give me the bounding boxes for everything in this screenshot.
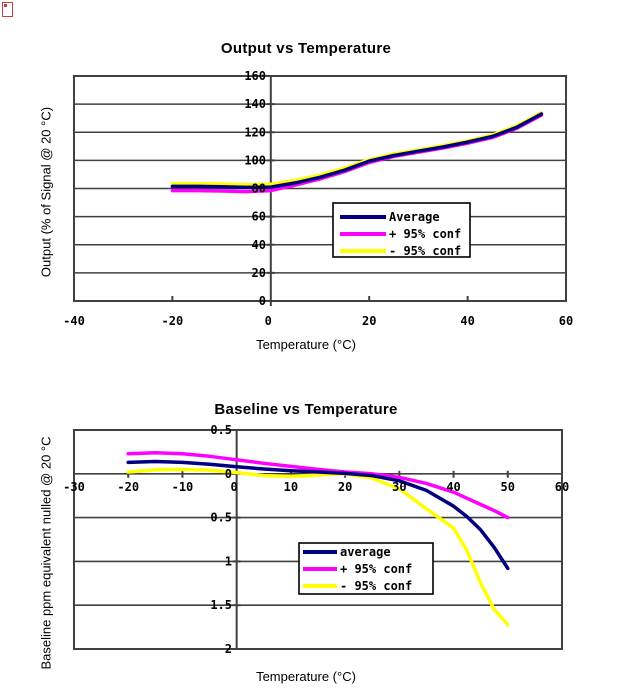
y-tick-label: 40	[252, 238, 266, 252]
output-x-axis-title: Temperature (°C)	[256, 337, 356, 352]
x-tick-label: 10	[284, 480, 298, 494]
series-line	[170, 111, 544, 187]
x-tick-label: -30	[63, 480, 85, 494]
output-chart-title: Output vs Temperature	[220, 40, 392, 57]
x-tick-label: 60	[555, 480, 569, 494]
series-line	[170, 113, 544, 194]
y-tick-label: 0.5	[210, 423, 232, 437]
x-tick-label: 0	[231, 480, 238, 494]
x-tick-label: -10	[172, 480, 194, 494]
baseline-x-axis-title: Temperature (°C)	[256, 669, 356, 684]
y-tick-label: 80	[252, 182, 266, 196]
y-tick-label: 1.5	[210, 598, 232, 612]
x-tick-label: 40	[446, 480, 460, 494]
x-tick-label: -40	[63, 314, 85, 328]
y-tick-label: 0	[225, 467, 232, 481]
y-tick-label: 100	[244, 153, 266, 167]
series-line	[126, 459, 510, 571]
legend-label: + 95% conf	[389, 227, 461, 241]
legend-label: Average	[389, 210, 440, 224]
x-tick-label: 40	[460, 314, 474, 328]
legend-box	[332, 202, 471, 258]
x-tick-label: 50	[501, 480, 515, 494]
plot-border	[73, 429, 563, 650]
y-tick-label: 160	[244, 69, 266, 83]
x-tick-label: 60	[559, 314, 573, 328]
baseline-chart-title: Baseline vs Temperature	[214, 401, 398, 418]
legend-label: - 95% conf	[340, 579, 412, 593]
y-tick-label: 2	[225, 642, 232, 656]
y-tick-label: 120	[244, 125, 266, 139]
broken-image-icon	[2, 2, 13, 17]
y-tick-label: 1	[225, 554, 232, 568]
y-tick-label: 0.5	[210, 511, 232, 525]
y-tick-label: 140	[244, 97, 266, 111]
x-tick-label: 20	[362, 314, 376, 328]
legend-label: + 95% conf	[340, 562, 412, 576]
legend-label: average	[340, 545, 391, 559]
x-tick-label: 0	[265, 314, 272, 328]
y-tick-label: 20	[252, 266, 266, 280]
plot-border	[73, 75, 567, 302]
x-tick-label: 20	[338, 480, 352, 494]
x-tick-label: -20	[162, 314, 184, 328]
x-tick-label: 30	[392, 480, 406, 494]
series-line	[170, 112, 544, 190]
legend-label: - 95% conf	[389, 244, 461, 258]
y-tick-label: 0	[259, 294, 266, 308]
x-tick-label: -20	[117, 480, 139, 494]
y-tick-label: 60	[252, 210, 266, 224]
